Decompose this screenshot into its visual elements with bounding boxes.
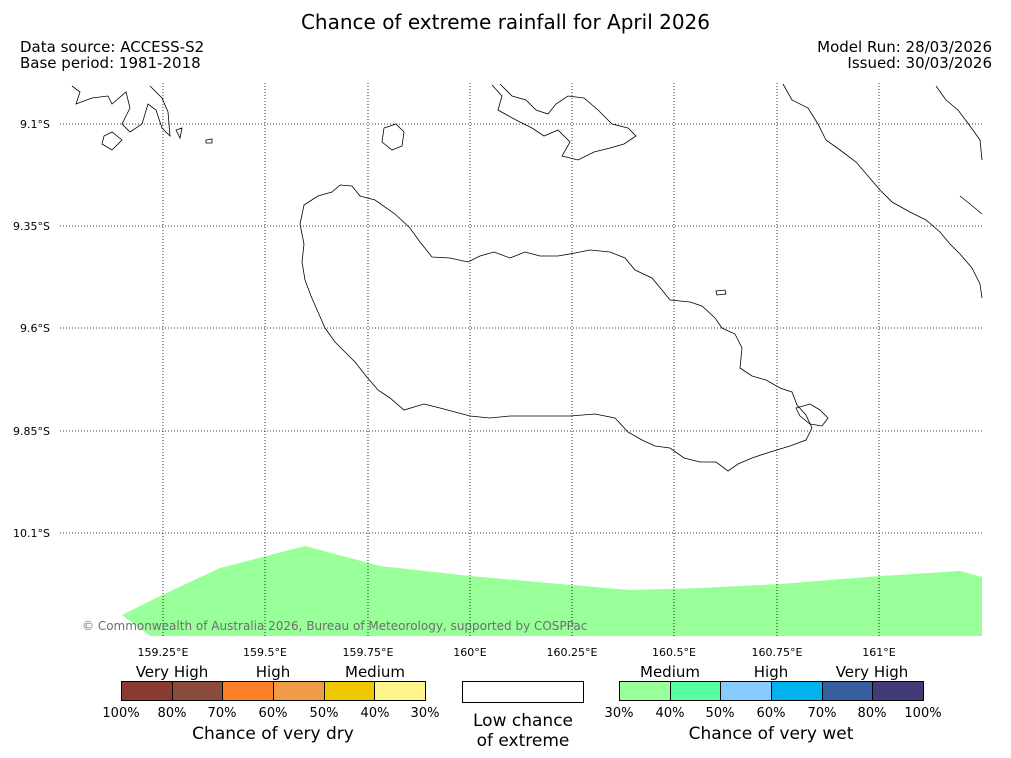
lat-label: 10.1°S (13, 527, 50, 540)
lon-label: 159.25°E (137, 646, 189, 659)
coastlines (71, 83, 983, 472)
russell-islands (71, 85, 213, 151)
wet-swatch (873, 682, 924, 700)
dry-tick: 100% (102, 706, 140, 721)
lon-label: 161°E (862, 646, 896, 659)
dry-colorbar (121, 681, 426, 701)
small-island-east (795, 403, 829, 427)
lat-label: 9.1°S (20, 118, 50, 131)
dry-swatch (274, 682, 325, 700)
wet-tick: 60% (756, 706, 786, 721)
model-run-text: Model Run: 28/03/2026 (817, 38, 992, 56)
dry-swatch (375, 682, 426, 700)
wet-tick: 80% (857, 706, 887, 721)
wet-swatch (772, 682, 823, 700)
map-title: Chance of extreme rainfall for April 202… (300, 10, 711, 34)
issued-text: Issued: 30/03/2026 (847, 54, 992, 72)
lon-label: 159.5°E (243, 646, 287, 659)
wet-swatch (822, 682, 874, 700)
low-chance-label: Low chance of extreme (462, 711, 584, 751)
wet-category-high: High (753, 663, 789, 681)
dry-swatch (172, 682, 224, 700)
lon-label: 159.75°E (342, 646, 394, 659)
data-source-text: Data source: ACCESS-S2 (20, 38, 205, 56)
malaita-coastline (782, 83, 983, 299)
wet-swatch (721, 682, 773, 700)
lat-label: 9.6°S (20, 322, 50, 335)
dry-tick: 80% (157, 706, 187, 721)
lon-label: 160.25°E (546, 646, 598, 659)
wet-category-very-high: Very High (835, 663, 909, 681)
lon-label: 160°E (453, 646, 487, 659)
wet-tick: 100% (904, 706, 942, 721)
wet-tick: 70% (807, 706, 837, 721)
copyright-notice: © Commonwealth of Australia 2026, Bureau… (82, 619, 588, 633)
lon-label: 160.75°E (751, 646, 803, 659)
wet-category-medium: Medium (640, 663, 700, 681)
wet-legend-label: Chance of very wet (688, 724, 854, 744)
dry-legend-label: Chance of very dry (192, 724, 354, 744)
lon-label: 160.5°E (652, 646, 696, 659)
dry-category-medium: Medium (345, 663, 405, 681)
dry-tick: 70% (207, 706, 237, 721)
tiny-islet (715, 289, 727, 296)
wet-swatch (620, 682, 671, 700)
lat-label: 9.85°S (13, 425, 50, 438)
dry-tick: 50% (309, 706, 339, 721)
florida-islands (491, 83, 637, 161)
data-source-info: Data source: ACCESS-S2 Base period: 1981… (20, 39, 204, 71)
low-chance-line1: Low chance (473, 711, 573, 731)
guadalcanal-coastline (299, 184, 813, 472)
wet-swatch (670, 682, 722, 700)
dry-swatch (324, 682, 376, 700)
dry-tick: 60% (258, 706, 288, 721)
dry-category-very-high: Very High (135, 663, 209, 681)
small-island-round (381, 123, 405, 151)
low-chance-swatch (462, 681, 584, 703)
wet-colorbar (619, 681, 924, 701)
dry-swatch (122, 682, 173, 700)
dry-tick: 40% (360, 706, 390, 721)
low-chance-line2: of extreme (476, 731, 570, 751)
dry-tick: 30% (410, 706, 440, 721)
wet-tick: 30% (604, 706, 634, 721)
wet-chance-overlay (122, 546, 982, 636)
base-period-text: Base period: 1981-2018 (20, 54, 201, 72)
map-gridlines (60, 83, 982, 636)
dry-category-high: High (255, 663, 291, 681)
lat-label: 9.35°S (13, 220, 50, 233)
dry-swatch (223, 682, 275, 700)
wet-tick: 40% (655, 706, 685, 721)
wet-tick: 50% (705, 706, 735, 721)
model-run-info: Model Run: 28/03/2026 Issued: 30/03/2026 (817, 39, 992, 71)
